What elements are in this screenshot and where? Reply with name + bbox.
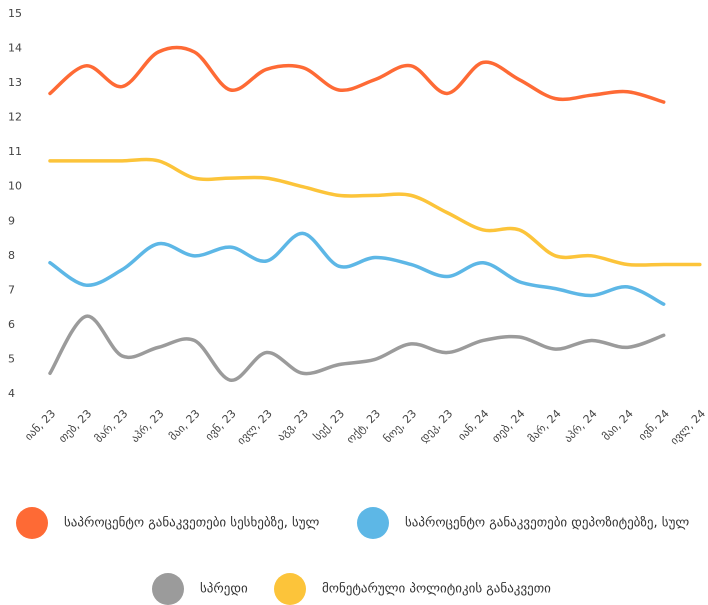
legend-label: საპროცენტო განაკვეთები სესხებზე, სულ [64,516,320,531]
x-tick-label: ივლ, 23 [235,407,275,447]
legend-marker [16,507,48,539]
x-tick-label: მარ, 24 [525,407,563,445]
y-tick-label: 12 [8,111,22,124]
series-line [48,231,666,306]
y-tick-label: 5 [8,352,15,365]
x-tick-label: სექ, 23 [311,407,347,443]
y-tick-label: 9 [8,214,15,227]
series-line [48,157,702,267]
y-tick-label: 4 [8,387,15,400]
x-tick-label: ოქტ, 23 [344,407,383,446]
x-tick-label: იან, 23 [22,407,58,443]
x-tick-label: აპრ, 24 [562,407,600,445]
y-tick-label: 6 [8,318,15,331]
x-tick-label: ივნ, 23 [203,407,239,443]
x-tick-label: დეკ, 23 [417,407,455,445]
series-line [48,45,666,104]
legend-marker [152,573,184,605]
x-tick-label: აგვ, 23 [274,407,310,443]
legend-marker [357,507,389,539]
y-tick-label: 10 [8,180,22,193]
x-tick-label: აპრ, 23 [128,407,166,445]
y-tick-label: 13 [8,76,22,89]
legend-marker [274,573,306,605]
x-tick-label: თებ, 23 [56,407,94,445]
y-tick-label: 15 [8,7,22,20]
y-tick-label: 14 [8,42,22,55]
y-tick-label: 11 [8,145,22,158]
x-tick-label: თებ, 24 [489,407,527,445]
legend-label: საპროცენტო განაკვეთები დეპოზიტებზე, სულ [405,516,689,531]
y-tick-label: 8 [8,249,15,262]
x-tick-label: მაი, 24 [600,407,636,443]
x-tick-label: ივლ, 24 [668,407,708,447]
x-tick-label: მაი, 23 [167,407,203,443]
x-tick-label: ივნ, 24 [636,407,672,443]
x-tick-label: მარ, 23 [92,407,130,445]
legend-label: სპრედი [200,582,248,597]
y-tick-label: 7 [8,283,15,296]
x-tick-label: ნოე, 23 [381,407,419,445]
series-line [48,314,666,382]
legend-label: მონეტარული პოლიტიკის განაკვეთი [322,582,551,597]
x-tick-label: იან, 24 [455,407,491,443]
